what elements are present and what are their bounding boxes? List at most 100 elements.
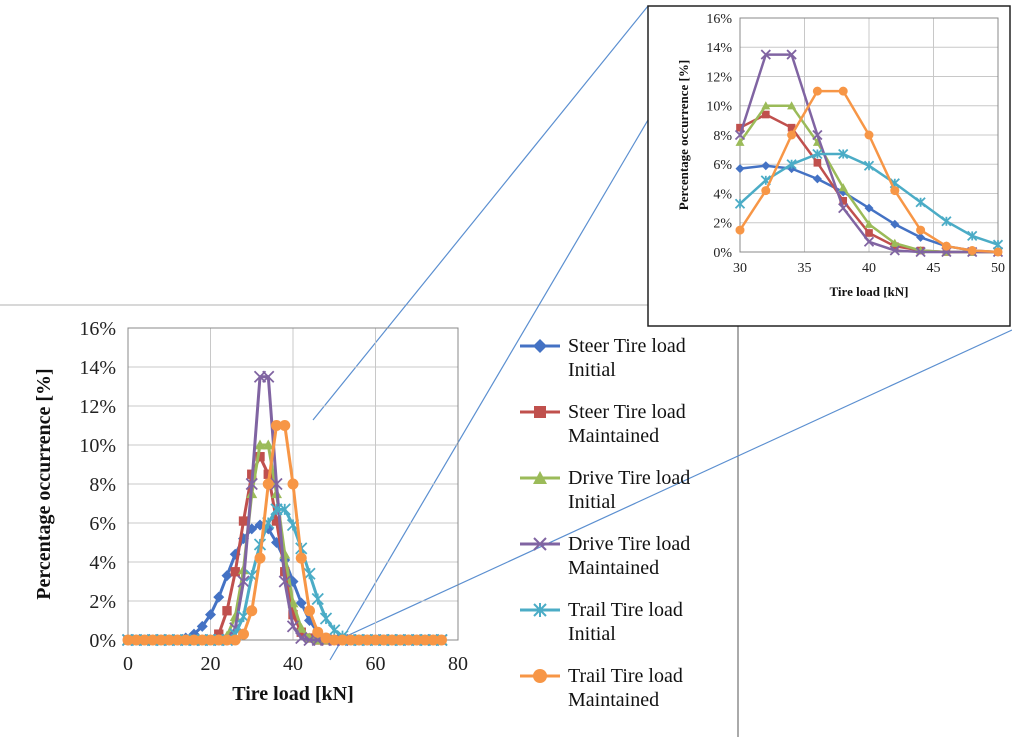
point-circle (122, 634, 134, 646)
point-circle (993, 247, 1003, 257)
point-asterisk (941, 216, 952, 227)
legend-item-trail-maintained: Trail Tire load Maintained (518, 664, 738, 730)
x-tick-label: 0 (123, 653, 133, 675)
point-diamond (221, 570, 233, 582)
point-asterisk (311, 592, 324, 606)
point-asterisk (278, 503, 291, 516)
point-diamond (295, 597, 307, 609)
point-square (865, 229, 873, 237)
point-triangle (295, 622, 307, 633)
y-tick-label: 10% (79, 435, 116, 457)
point-square (238, 516, 249, 526)
point-circle (155, 634, 167, 646)
point-square (222, 606, 232, 616)
legend-swatch-square (520, 406, 560, 418)
point-asterisk (303, 567, 316, 580)
point-asterisk (319, 612, 333, 625)
y-tick-label: 0% (713, 246, 732, 261)
point-x (245, 477, 258, 491)
legend-swatch-asterisk (520, 603, 560, 617)
point-asterisk (786, 159, 797, 170)
point-diamond (196, 620, 208, 632)
point-stroke (262, 370, 275, 383)
point-circle (436, 634, 447, 646)
x-tick-label: 80 (448, 653, 468, 675)
x-axis-title: Tire load [kN] (232, 683, 354, 705)
point-stroke (812, 129, 823, 141)
point-diamond (205, 609, 216, 621)
x-tick-label: 40 (862, 261, 876, 276)
point-asterisk (734, 198, 746, 209)
x-tick-label: 35 (798, 261, 812, 276)
point-diamond (812, 174, 822, 184)
point-stroke (734, 129, 746, 141)
y-tick-label: 2% (713, 217, 732, 232)
legend-swatch-x (520, 537, 560, 551)
point-triangle (254, 439, 266, 450)
point-circle (304, 605, 315, 617)
legend-label: Trail Tire load Maintained (568, 665, 683, 711)
point-triangle (735, 137, 745, 146)
y-tick-label: 8% (713, 129, 732, 144)
point-stroke (786, 49, 797, 60)
y-tick-label: 10% (706, 100, 732, 115)
legend-item-steer-initial: Steer Tire load Initial (518, 334, 738, 400)
point-circle (163, 634, 175, 646)
point-circle (271, 420, 282, 431)
point-stroke (760, 49, 771, 60)
point-diamond (735, 164, 745, 174)
point-square (761, 110, 770, 119)
legend-label: Trail Tire load Initial (568, 599, 683, 645)
point-circle (787, 130, 797, 140)
point-circle (337, 634, 348, 646)
legend-swatch-circle (520, 669, 560, 683)
point-asterisk (328, 624, 341, 637)
point-triangle (262, 439, 274, 450)
point-stroke (278, 575, 291, 588)
point-diamond (864, 203, 874, 213)
point-circle (353, 634, 365, 646)
point-circle (941, 241, 951, 251)
point-circle (320, 632, 332, 644)
point-x (786, 49, 797, 60)
y-tick-label: 6% (89, 513, 116, 535)
point-circle (229, 634, 241, 646)
point-circle (188, 634, 200, 646)
legend-item-trail-initial: Trail Tire load Initial (518, 598, 738, 664)
point-x (915, 246, 926, 258)
point-circle (378, 634, 390, 646)
point-circle (254, 552, 266, 564)
point-square (787, 123, 796, 132)
point-circle (139, 634, 150, 646)
point-circle (761, 186, 771, 196)
point-square (230, 567, 240, 577)
point-circle (735, 225, 745, 235)
point-asterisk (838, 148, 849, 160)
point-circle (370, 634, 381, 646)
point-stroke (270, 477, 283, 491)
series-line (128, 424, 442, 642)
y-axis-title: Percentage occurrence [%] (676, 60, 691, 210)
point-stroke (863, 236, 875, 247)
legend-label: Steer Tire load Maintained (568, 401, 686, 447)
point-stroke (245, 477, 258, 491)
legend-swatch-diamond (520, 339, 560, 353)
point-square (214, 629, 224, 639)
point-circle (864, 130, 874, 140)
y-tick-label: 4% (713, 187, 732, 202)
point-x (889, 245, 900, 256)
point-triangle (838, 183, 848, 192)
legend-label: Steer Tire load Initial (568, 335, 686, 381)
y-tick-label: 2% (89, 591, 116, 613)
x-tick-label: 60 (366, 653, 386, 675)
point-circle (403, 634, 414, 646)
point-circle (180, 634, 192, 646)
y-tick-label: 16% (79, 318, 116, 340)
point-circle (287, 478, 299, 490)
zoom-connector-bottom-left (337, 329, 1012, 641)
point-diamond (916, 232, 926, 242)
point-square (255, 452, 265, 462)
point-circle (812, 86, 822, 96)
point-triangle (761, 101, 771, 110)
